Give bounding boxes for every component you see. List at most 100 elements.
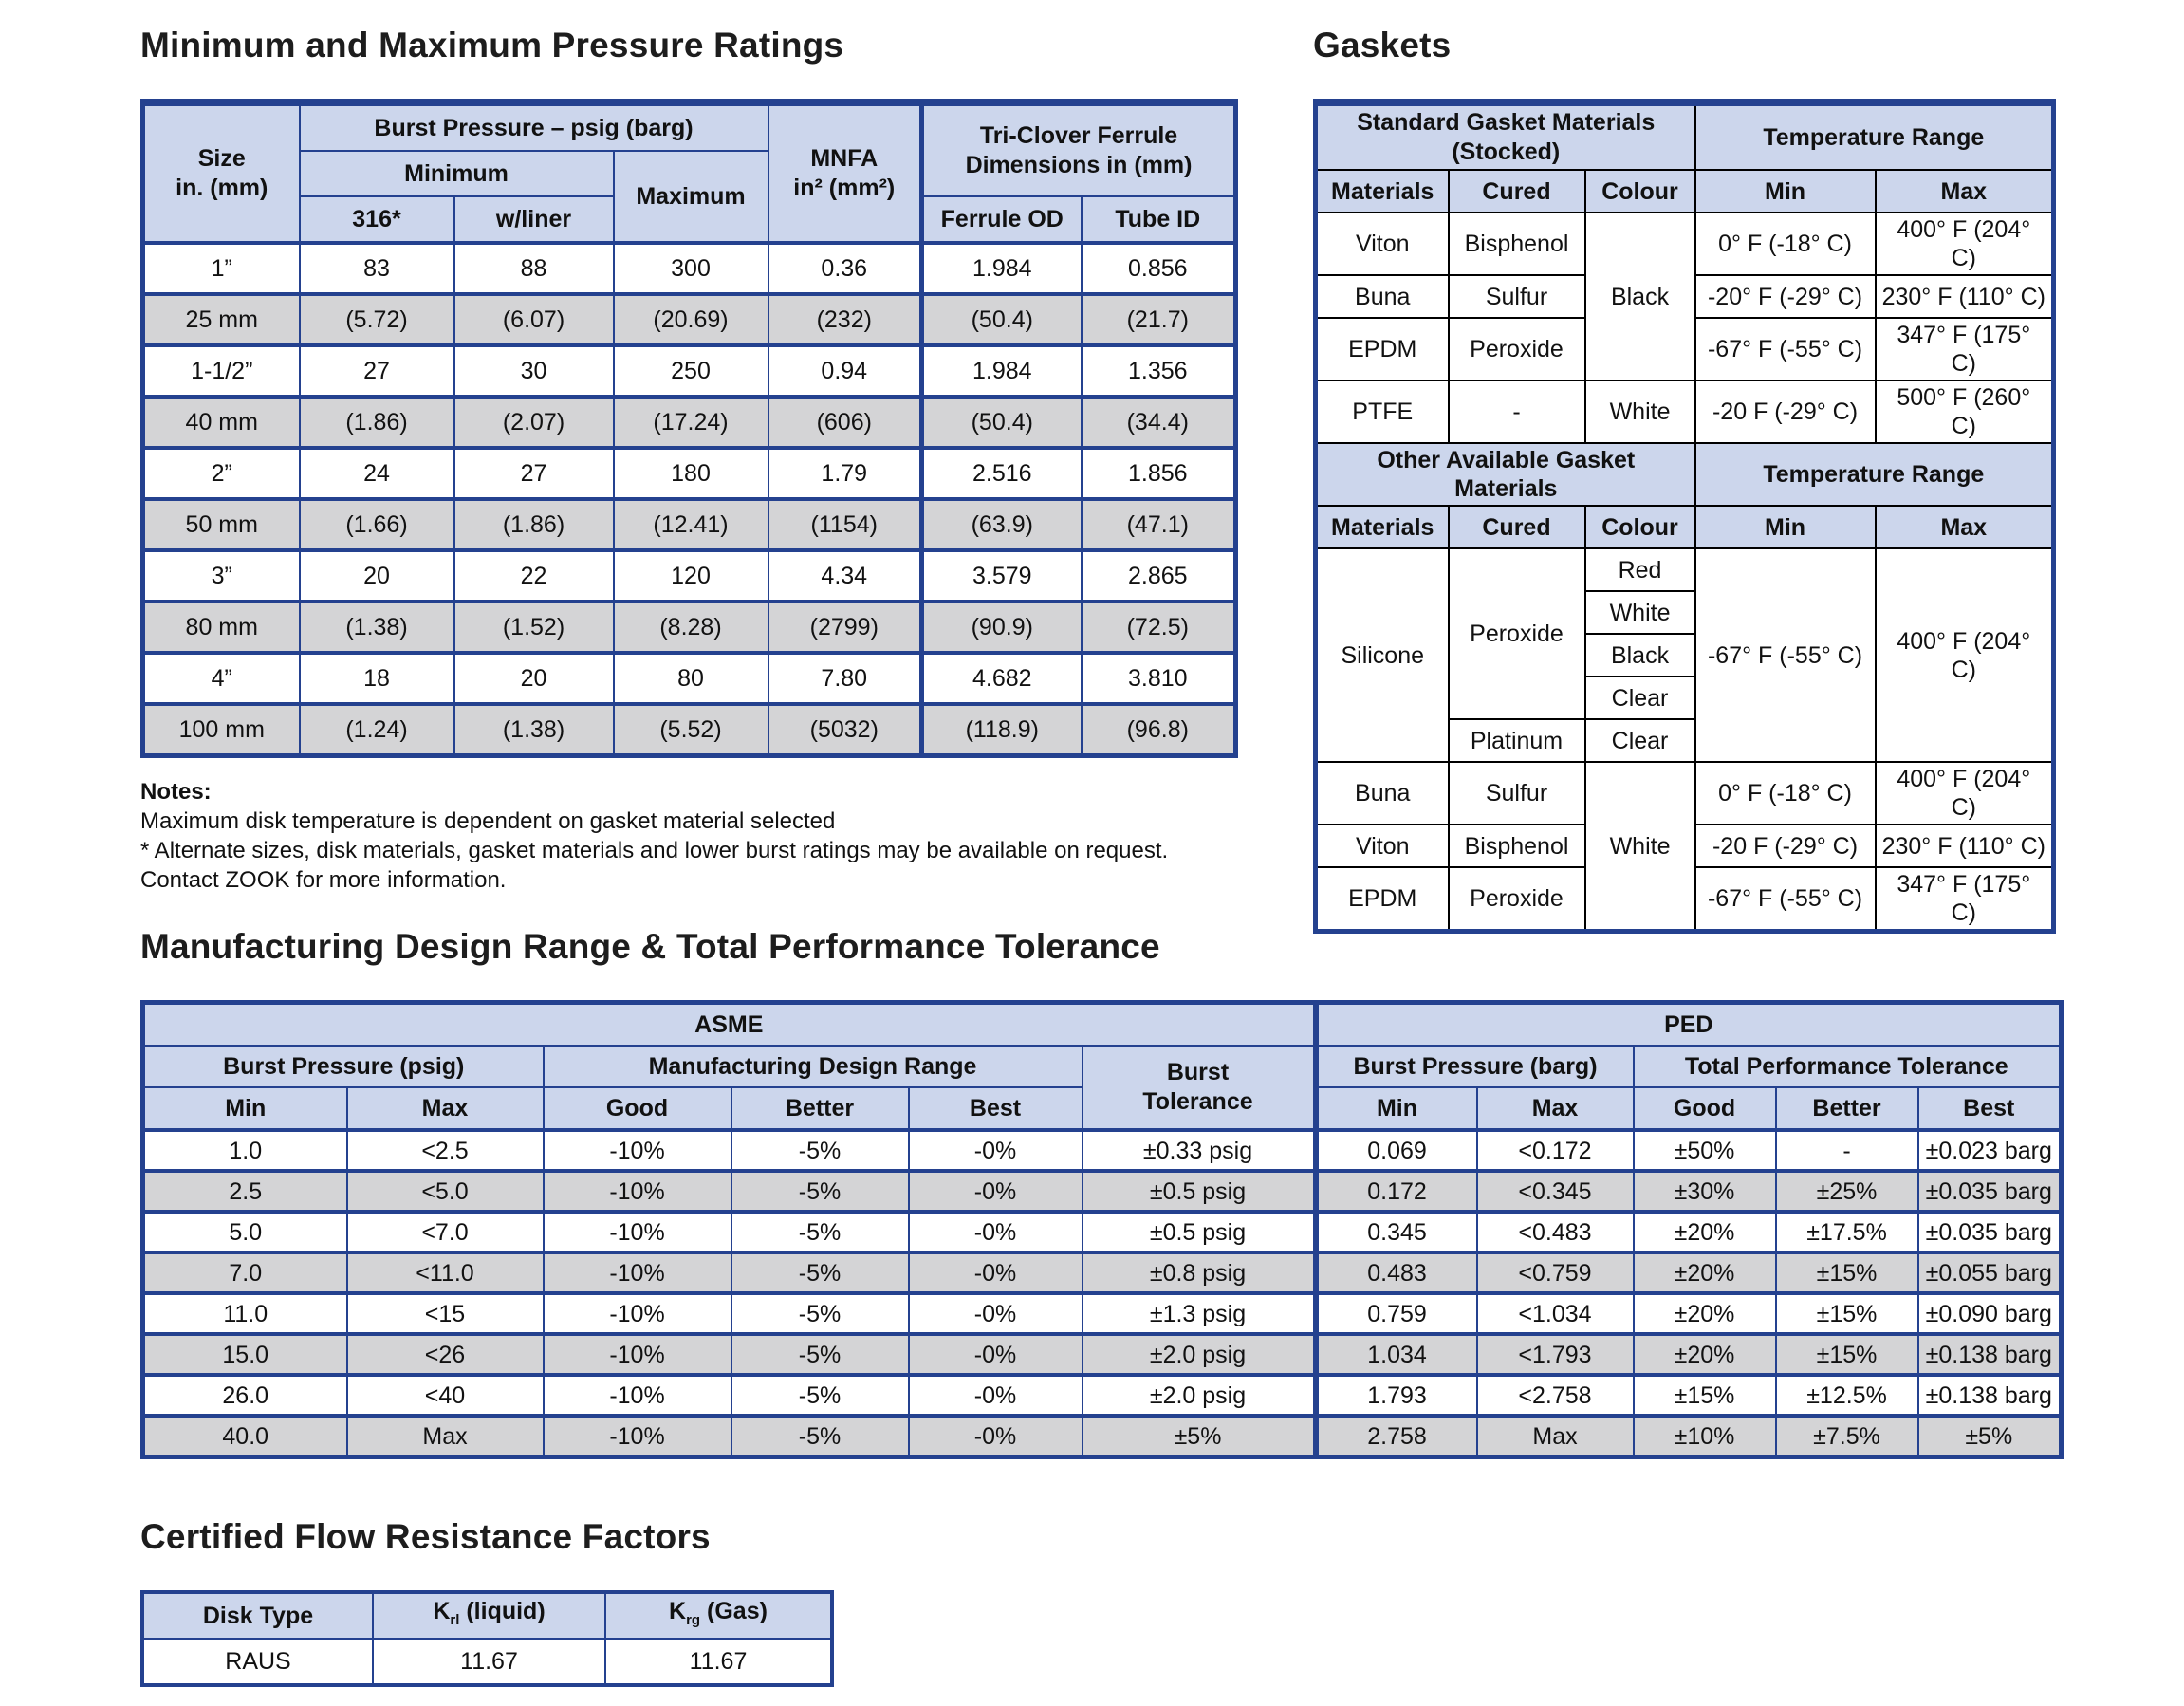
- col-header-cured: Cured: [1447, 505, 1586, 549]
- cell-temp-max: 347° F (175° C): [1874, 317, 2055, 381]
- cell-temp-min: -20 F (-29° C): [1694, 380, 1877, 444]
- cell-material: EPDM: [1314, 866, 1450, 933]
- cell: -: [1774, 1128, 1919, 1173]
- cell-wliner: (6.07): [453, 292, 615, 347]
- col-header-total-performance-tolerance: Total Performance Tolerance: [1632, 1045, 2063, 1088]
- cell: ±0.8 psig: [1081, 1251, 1317, 1295]
- col-header-maximum: Maximum: [612, 150, 769, 244]
- cell-min-316: 27: [298, 343, 455, 399]
- col-header-min: Min: [1694, 505, 1877, 549]
- cell: -5%: [730, 1169, 910, 1214]
- col-header-good: Good: [1632, 1086, 1777, 1131]
- cell: 1.793: [1312, 1373, 1478, 1418]
- cell: -0%: [907, 1251, 1083, 1295]
- cell: ±0.035 barg: [1916, 1169, 2063, 1214]
- table-row: PTFE - White -20 F (-29° C) 500° F (260°…: [1314, 380, 2055, 444]
- cell: 2.758: [1312, 1414, 1478, 1459]
- header-row: Materials Cured Colour Min Max: [1314, 169, 2055, 213]
- cell-tube-id: 1.856: [1080, 446, 1237, 501]
- cell: -10%: [542, 1251, 732, 1295]
- cell: 11.0: [141, 1291, 348, 1336]
- cell: 0.069: [1312, 1128, 1478, 1173]
- cell-temp-min: -67° F (-55° C): [1694, 866, 1877, 933]
- cell-mnfa: 4.34: [767, 548, 923, 603]
- cell: -5%: [730, 1128, 910, 1173]
- cell: <40: [345, 1373, 545, 1418]
- col-header-min: Min: [1312, 1086, 1478, 1131]
- burst-tolerance-line2: Tolerance: [1142, 1088, 1253, 1115]
- cell: <2.758: [1475, 1373, 1635, 1418]
- standard-gaskets-line2: (Stocked): [1452, 139, 1561, 165]
- header-row: Minimum Maximum: [143, 150, 1236, 244]
- cell: -0%: [907, 1373, 1083, 1418]
- table-row: Viton Bisphenol Black 0° F (-18° C) 400°…: [1314, 212, 2055, 381]
- col-header-mnfa-line1: MNFA: [810, 145, 879, 172]
- table-row: 40 mm (1.86) (2.07) (17.24) (606) (50.4)…: [141, 395, 1237, 450]
- cell: ±20%: [1632, 1332, 1777, 1377]
- cell-colour: Clear: [1583, 718, 1696, 763]
- cell-temp-max: 400° F (204° C): [1874, 212, 2055, 276]
- cell-cured: Peroxide: [1447, 866, 1586, 933]
- cell-cured: Peroxide: [1447, 547, 1586, 720]
- table-row: 7.0 <11.0 -10% -5% -0% ±0.8 psig 0.483 <…: [141, 1251, 2063, 1295]
- cell-size: 80 mm: [141, 600, 301, 655]
- cell-colour: Black: [1583, 212, 1696, 381]
- cell: ±20%: [1632, 1251, 1777, 1295]
- cell: 40.0: [141, 1414, 348, 1459]
- cell-colour: Clear: [1583, 676, 1696, 720]
- cell-tube-id: (34.4): [1080, 395, 1237, 450]
- cell-size: 2”: [141, 446, 301, 501]
- col-header-burst-pressure-psig: Burst Pressure (psig): [141, 1045, 545, 1088]
- col-header-other-gaskets: Other Available Gasket Materials: [1314, 442, 1696, 507]
- cell-material: Viton: [1314, 212, 1450, 276]
- cell: ±0.33 psig: [1081, 1128, 1317, 1173]
- manufacturing-tolerance-title: Manufacturing Design Range & Total Perfo…: [140, 927, 1160, 966]
- table-row: Buna Sulfur White 0° F (-18° C) 400° F (…: [1314, 761, 2055, 933]
- cell-krg: 11.67: [604, 1638, 833, 1686]
- cell-cured: Platinum: [1447, 718, 1586, 763]
- cell-size: 40 mm: [141, 395, 301, 450]
- table-row: 5.0 <7.0 -10% -5% -0% ±0.5 psig 0.345 <0…: [141, 1210, 2063, 1254]
- notes-label: Notes:: [140, 779, 212, 805]
- col-header-krl: Krl (liquid): [372, 1591, 606, 1640]
- cell-mnfa: 7.80: [767, 651, 923, 706]
- col-header-temp-range: Temperature Range: [1694, 442, 2055, 507]
- cell-min-316: 18: [298, 651, 455, 706]
- cell-krl: 11.67: [372, 1638, 606, 1686]
- cell: <11.0: [345, 1251, 545, 1295]
- cell: ±50%: [1632, 1128, 1777, 1173]
- table-row: 50 mm (1.66) (1.86) (12.41) (1154) (63.9…: [141, 497, 1237, 552]
- pressure-ratings-table: Size in. (mm) Burst Pressure – psig (bar…: [140, 99, 1239, 758]
- cell: -5%: [730, 1414, 910, 1459]
- cell-ferrule-od: (50.4): [919, 395, 1083, 450]
- cell: -0%: [907, 1332, 1083, 1377]
- cell-cured: Bisphenol: [1447, 212, 1586, 276]
- cell-cured: Bisphenol: [1447, 824, 1586, 868]
- cell: <5.0: [345, 1169, 545, 1214]
- cell: -0%: [907, 1291, 1083, 1336]
- flow-factors-section: Certified Flow Resistance Factors Disk T…: [140, 1516, 842, 1687]
- krg-subscript: rg: [686, 1612, 701, 1628]
- cell-size: 4”: [141, 651, 301, 706]
- cell: ±15%: [1774, 1251, 1919, 1295]
- table-row: 100 mm (1.24) (1.38) (5.52) (5032) (118.…: [141, 702, 1237, 758]
- krg-label: (Gas): [700, 1598, 768, 1624]
- col-header-ped: PED: [1312, 1001, 2063, 1047]
- col-header-max: Max: [345, 1086, 545, 1131]
- table-row: 1” 83 88 300 0.36 1.984 0.856: [141, 241, 1237, 296]
- cell: ±0.5 psig: [1081, 1210, 1317, 1254]
- cell: 0.345: [1312, 1210, 1478, 1254]
- header-row: Materials Cured Colour Min Max: [1314, 505, 2055, 549]
- cell-min-316: (5.72): [298, 292, 455, 347]
- cell: -10%: [542, 1210, 732, 1254]
- cell-mnfa: (232): [767, 292, 923, 347]
- cell: ±0.138 barg: [1916, 1373, 2063, 1418]
- krl-label: (liquid): [459, 1598, 546, 1624]
- cell-ferrule-od: (50.4): [919, 292, 1083, 347]
- cell: 5.0: [141, 1210, 348, 1254]
- table-row: White: [1316, 590, 2054, 635]
- cell-material: Viton: [1314, 824, 1450, 868]
- cell-ferrule-od: (118.9): [919, 702, 1083, 758]
- cell-wliner: (1.52): [453, 600, 615, 655]
- cell: <0.172: [1475, 1128, 1635, 1173]
